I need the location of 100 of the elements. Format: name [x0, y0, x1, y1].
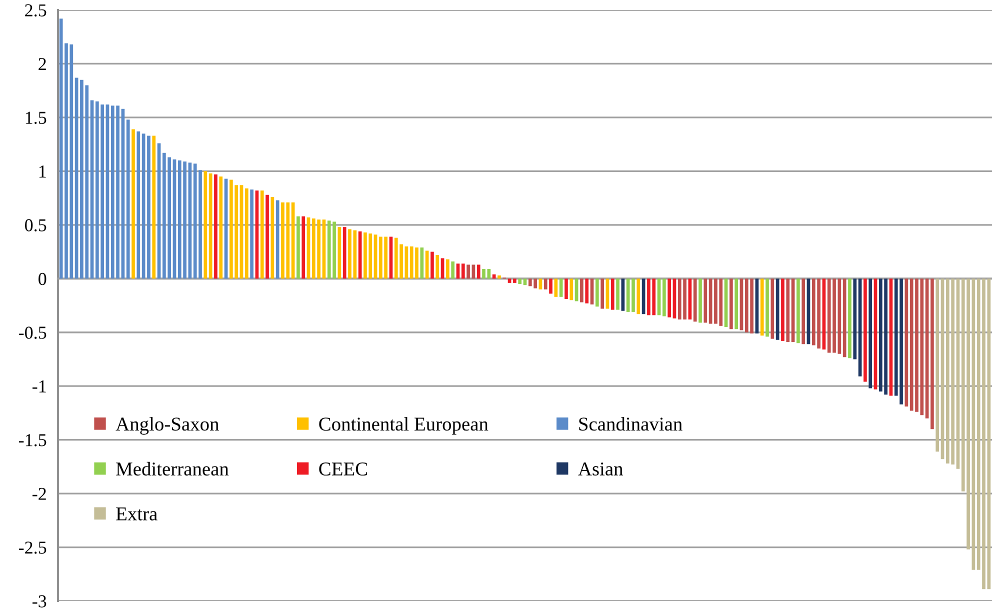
bar — [616, 278, 620, 310]
bar — [708, 278, 712, 324]
bar — [730, 278, 733, 330]
bar — [508, 278, 512, 283]
legend-label: Scandinavian — [579, 417, 682, 431]
bar — [440, 258, 444, 279]
bar — [734, 278, 738, 330]
bar — [791, 278, 795, 342]
bar — [796, 278, 800, 344]
bar — [564, 278, 568, 300]
y-tick-label: 1 — [39, 166, 46, 178]
bar — [466, 264, 470, 279]
y-tick-label: -2.5 — [18, 542, 46, 554]
bar — [776, 278, 780, 340]
bar — [276, 200, 280, 279]
bar — [523, 278, 527, 286]
bar — [662, 278, 666, 316]
bar — [930, 278, 934, 430]
bar — [889, 278, 893, 396]
y-tick-label: -0.5 — [18, 326, 46, 339]
bar — [136, 131, 140, 279]
bar — [250, 189, 254, 279]
bar — [770, 278, 774, 339]
bar — [580, 278, 584, 302]
bar — [688, 278, 692, 320]
bar — [848, 278, 852, 358]
bar — [420, 247, 424, 279]
bar — [260, 190, 264, 279]
bar — [940, 278, 944, 460]
bar — [266, 194, 269, 279]
y-tick-label: -1.5 — [18, 434, 46, 446]
bar — [389, 236, 393, 279]
bar — [853, 278, 857, 360]
bar — [451, 261, 455, 279]
bar — [621, 278, 625, 311]
y-tick-label: 2 — [38, 58, 46, 70]
bar — [806, 278, 810, 344]
bar — [842, 278, 846, 358]
bar — [668, 278, 671, 318]
bar — [858, 278, 862, 376]
bar — [513, 278, 516, 283]
bar — [224, 178, 228, 279]
bar — [152, 136, 156, 279]
bar — [704, 278, 708, 323]
bar — [559, 278, 563, 297]
bar — [600, 278, 604, 309]
bar — [476, 264, 480, 279]
bar — [760, 278, 764, 336]
bar — [430, 252, 434, 279]
bar — [436, 254, 440, 279]
bar — [864, 278, 867, 382]
bar — [214, 174, 218, 279]
bar — [132, 129, 135, 279]
y-tick-label: 0 — [38, 272, 46, 286]
legend-label: Anglo-Saxon — [116, 417, 219, 435]
bar — [549, 278, 552, 294]
bar — [126, 120, 130, 279]
bar — [672, 278, 676, 318]
bar — [498, 275, 501, 279]
bar — [904, 278, 908, 407]
bar — [693, 278, 697, 322]
bar — [874, 278, 878, 390]
legend-label: Mediterranean — [116, 462, 229, 476]
bar — [822, 278, 826, 350]
bar — [724, 278, 728, 327]
bar — [244, 188, 248, 279]
bar — [925, 278, 929, 418]
bar — [472, 264, 476, 279]
y-tick-label: 1.5 — [26, 112, 46, 124]
bar — [425, 250, 429, 279]
y-tick-label: -2 — [32, 488, 46, 500]
bar — [868, 278, 872, 388]
y-tick-label: 2.5 — [25, 4, 46, 17]
bar — [461, 264, 465, 279]
bar — [142, 134, 146, 279]
bar — [766, 278, 769, 337]
legend-label: Extra — [116, 508, 158, 520]
bar — [446, 259, 450, 279]
bar — [538, 278, 542, 290]
legend-label: Continental European — [319, 417, 488, 435]
bar — [802, 278, 806, 344]
bar — [585, 278, 589, 304]
bar — [642, 278, 646, 314]
bar — [157, 143, 161, 279]
bar — [570, 278, 574, 300]
bar — [296, 216, 300, 279]
bar — [838, 278, 842, 354]
bar — [972, 278, 976, 570]
bar — [204, 171, 208, 279]
bar — [636, 278, 640, 314]
bar — [240, 185, 244, 279]
bar — [544, 278, 548, 290]
bar — [74, 78, 78, 279]
bar — [781, 278, 784, 341]
y-tick-label: -3 — [32, 595, 46, 608]
y-tick-label: -1 — [32, 380, 46, 392]
bar — [518, 278, 522, 284]
bar — [595, 278, 599, 307]
bar — [936, 278, 940, 452]
bar — [755, 278, 759, 334]
